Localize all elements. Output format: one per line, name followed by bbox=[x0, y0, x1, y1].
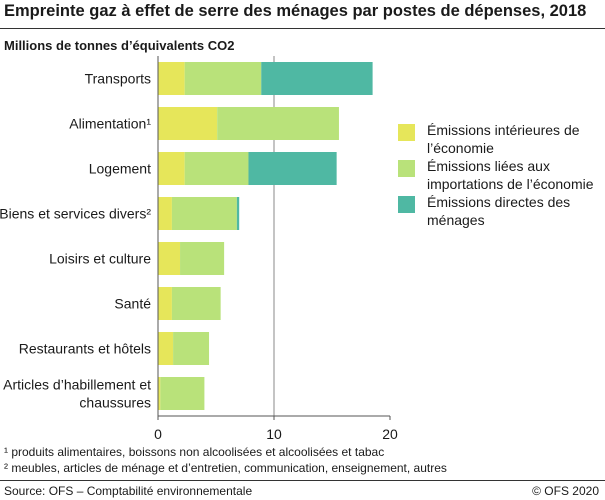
category-label-7-line-1: chaussures bbox=[79, 395, 151, 411]
footer-divider bbox=[0, 480, 605, 481]
category-label-4: Loisirs et culture bbox=[49, 251, 151, 267]
legend-label-direct: Émissions directes des ménages bbox=[427, 193, 605, 229]
x-tick-label-2: 20 bbox=[382, 426, 398, 442]
bar-imports-6 bbox=[173, 332, 210, 365]
legend-label-domestic: Émissions intérieures de l’économie bbox=[427, 121, 605, 157]
bar-domestic-6 bbox=[158, 332, 174, 365]
bar-direct-3 bbox=[236, 197, 240, 230]
category-label-6: Restaurants et hôtels bbox=[19, 341, 151, 357]
source-note: Source: OFS – Comptabilité environnement… bbox=[4, 484, 253, 498]
legend-item-imports: Émissions liées aux importations de l’éc… bbox=[398, 157, 605, 193]
legend-label-domestic-line-1: Émissions intérieures de bbox=[427, 122, 580, 138]
copyright-note: © OFS 2020 bbox=[532, 484, 599, 498]
bar-domestic-2 bbox=[158, 152, 185, 185]
legend-item-domestic: Émissions intérieures de l’économie bbox=[398, 121, 605, 157]
legend-label-direct-line-1: Émissions directes des bbox=[427, 194, 571, 210]
legend-label-imports-line-1: Émissions liées aux bbox=[427, 158, 550, 174]
bar-direct-0 bbox=[261, 62, 373, 95]
bar-direct-2 bbox=[248, 152, 337, 185]
chart-title: Empreinte gaz à effet de serre des ménag… bbox=[4, 2, 587, 20]
title-divider bbox=[0, 28, 605, 29]
legend-label-imports-line-2: importations de l’économie bbox=[427, 176, 594, 192]
legend-label-direct-line-2: ménages bbox=[427, 212, 485, 228]
bar-imports-3 bbox=[171, 197, 237, 230]
bar-imports-4 bbox=[180, 242, 225, 275]
category-label-7-line-0: Articles d’habillement et bbox=[3, 377, 151, 393]
footnote-misc: ² meubles, articles de ménage et d’entre… bbox=[4, 461, 447, 475]
footnote-food: ¹ produits alimentaires, boissons non al… bbox=[4, 445, 385, 459]
unit-label: Millions de tonnes d’équivalents CO2 bbox=[4, 38, 235, 53]
bar-imports-2 bbox=[184, 152, 249, 185]
bar-imports-1 bbox=[217, 107, 339, 140]
bar-imports-5 bbox=[171, 287, 221, 320]
bar-imports-0 bbox=[184, 62, 262, 95]
bar-domestic-4 bbox=[158, 242, 181, 275]
bar-domestic-3 bbox=[158, 197, 172, 230]
x-tick-label-1: 10 bbox=[266, 426, 282, 442]
legend-swatch-direct bbox=[398, 196, 415, 213]
legend-swatch-imports bbox=[398, 160, 415, 177]
bar-domestic-0 bbox=[158, 62, 185, 95]
category-label-0: Transports bbox=[85, 71, 151, 87]
x-tick-label-0: 0 bbox=[154, 426, 162, 442]
bar-domestic-1 bbox=[158, 107, 218, 140]
legend-label-imports: Émissions liées aux importations de l’éc… bbox=[427, 157, 605, 193]
category-label-1: Alimentation¹ bbox=[69, 116, 151, 132]
category-label-3: Biens et services divers² bbox=[0, 206, 151, 222]
legend-swatch-domestic bbox=[398, 124, 415, 141]
legend-item-direct: Émissions directes des ménages bbox=[398, 193, 605, 229]
legend-label-domestic-line-2: l’économie bbox=[427, 140, 494, 156]
bar-imports-7 bbox=[160, 377, 205, 410]
category-label-5: Santé bbox=[114, 296, 151, 312]
category-label-2: Logement bbox=[89, 161, 151, 177]
bar-chart: Transports Alimentation¹ Logement Biens et … bbox=[0, 56, 398, 442]
bar-domestic-5 bbox=[158, 287, 172, 320]
bar-domestic-7 bbox=[158, 377, 161, 410]
